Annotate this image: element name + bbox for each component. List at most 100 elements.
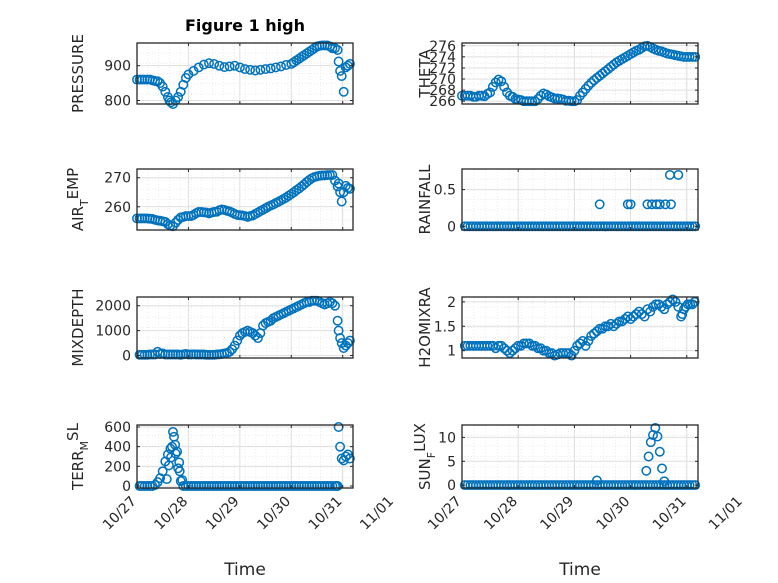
data-point — [527, 96, 538, 107]
data-point — [622, 199, 633, 210]
data-point — [591, 326, 602, 337]
data-point — [245, 64, 256, 75]
y-tick-label: 272 — [429, 61, 456, 77]
data-point — [173, 92, 184, 102]
data-point — [152, 76, 163, 87]
subplot-h2omixra: 1 1.5 2 H2OMIXRA — [416, 287, 700, 368]
y-tick-label: 268 — [429, 83, 456, 99]
data-point — [657, 463, 667, 474]
data-point — [333, 56, 344, 67]
data-point — [507, 91, 518, 102]
y-tick-label: 5 — [447, 454, 456, 470]
data-point — [330, 300, 340, 311]
tick-marks — [136, 297, 353, 358]
data-point — [690, 51, 701, 62]
data-point — [656, 301, 667, 312]
y-axis-label: THETA — [416, 49, 434, 99]
data-point — [342, 338, 353, 349]
data-point — [157, 81, 168, 92]
data-point — [173, 214, 184, 225]
data-point — [175, 476, 186, 487]
tick-marks — [136, 169, 353, 230]
data-point — [687, 299, 698, 310]
data-point — [664, 296, 675, 307]
y-axis-label: TERRMSL — [64, 422, 91, 491]
data-point — [504, 348, 515, 359]
data-point — [224, 346, 235, 357]
data-point — [641, 465, 652, 476]
y-label-main: SUN — [416, 458, 434, 490]
data-point — [510, 343, 521, 354]
data-point — [330, 43, 340, 54]
data-point — [260, 64, 271, 75]
data-point — [690, 480, 701, 491]
data-point — [535, 343, 546, 354]
y-axis-label: SUNFLUX — [411, 423, 438, 490]
data-point — [652, 431, 663, 442]
data-point — [168, 426, 178, 437]
data-point — [566, 96, 577, 107]
y-label-subscript: T — [78, 199, 91, 207]
data-point — [344, 58, 355, 69]
y-axis-label: H2OMIXRA — [416, 287, 434, 368]
data-point — [577, 335, 588, 346]
data-point — [255, 64, 266, 75]
y-tick-label: 800 — [104, 94, 131, 110]
data-point — [335, 441, 346, 452]
y-tick-label: 1000 — [95, 324, 131, 340]
y-label-main: PRESSURE — [69, 34, 87, 113]
y-label-subscript: M — [78, 441, 91, 451]
data-point — [608, 321, 619, 332]
axes-box — [461, 168, 699, 231]
data-point — [165, 97, 176, 108]
data-point — [265, 63, 276, 74]
data-markers — [457, 40, 701, 107]
data-point — [530, 340, 540, 351]
data-point — [276, 61, 286, 72]
data-point — [332, 45, 343, 55]
data-point — [499, 343, 510, 354]
y-tick-label: 1.5 — [434, 319, 456, 335]
data-point — [250, 65, 261, 76]
data-point — [673, 169, 684, 180]
data-point — [597, 323, 608, 334]
data-point — [670, 296, 681, 307]
data-point — [219, 62, 230, 73]
y-tick-label: 200 — [104, 459, 131, 475]
data-point — [174, 457, 185, 468]
y-label-rest: LUX — [411, 423, 429, 452]
data-point — [558, 348, 569, 359]
data-point — [541, 345, 552, 356]
y-tick-label: 260 — [104, 200, 131, 216]
data-point — [654, 199, 665, 210]
axes-box — [136, 424, 354, 489]
data-point — [229, 340, 240, 351]
data-point — [642, 304, 653, 315]
data-point — [524, 338, 535, 349]
data-point — [667, 294, 678, 305]
data-point — [591, 475, 602, 486]
y-label-rest: SL — [64, 422, 82, 441]
data-point — [157, 466, 168, 477]
data-point — [625, 314, 636, 324]
y-axis-label: AIRTEMP — [64, 168, 91, 231]
y-tick-label: 10 — [438, 430, 456, 446]
data-point — [659, 304, 670, 315]
data-markers — [132, 170, 355, 232]
axes-box — [461, 296, 699, 359]
data-point — [499, 81, 510, 92]
data-point — [625, 199, 636, 210]
data-point — [496, 76, 507, 87]
axes-box — [136, 168, 354, 231]
y-axis-label: PRESSURE — [69, 34, 87, 113]
data-point — [332, 481, 343, 491]
data-point — [150, 480, 160, 490]
y-tick-label: 270 — [429, 72, 456, 88]
data-point — [338, 86, 349, 97]
data-point — [490, 77, 501, 88]
y-tick-label: 274 — [429, 50, 456, 66]
y-label-main: RAINFALL — [416, 164, 434, 235]
data-point — [193, 62, 204, 73]
y-tick-label: 0 — [447, 478, 456, 494]
